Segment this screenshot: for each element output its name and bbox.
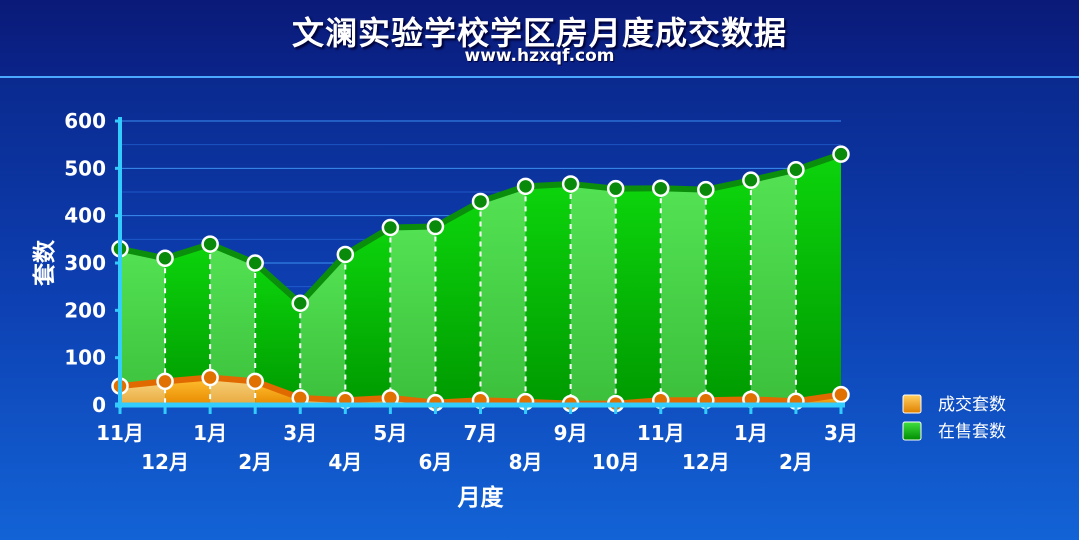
x-axis-title: 月度 [457, 484, 505, 511]
data-point-在售套数 [606, 179, 625, 198]
area-segment-在售套数 [705, 180, 751, 405]
x-tick-label: 3月 [283, 421, 317, 445]
x-tick-label: 10月 [592, 450, 640, 474]
data-point-在售套数 [291, 294, 309, 312]
area-segment-在售套数 [255, 263, 301, 405]
x-tick-label: 2月 [238, 450, 272, 474]
area-segment-在售套数 [390, 226, 436, 405]
legend-label: 成交套数 [938, 395, 1006, 415]
data-point-在售套数 [471, 192, 490, 211]
y-tick-label: 400 [64, 204, 106, 228]
area-segment-在售套数 [750, 169, 796, 405]
point-layer [111, 145, 850, 413]
legend-swatch [902, 394, 922, 414]
area-segment-在售套数 [120, 248, 166, 405]
axis-layer: 010020030040050060011月12月1月2月3月4月5月6月7月8… [32, 109, 858, 511]
area-segment-在售套数 [480, 186, 526, 405]
area-segment-在售套数 [435, 201, 481, 405]
y-tick-label: 600 [64, 109, 106, 133]
data-point-成交套数 [201, 368, 219, 387]
x-tick-label: 4月 [328, 450, 362, 474]
data-point-在售套数 [787, 161, 805, 179]
area-segment-成交套数 [210, 377, 256, 405]
area-segment-在售套数 [660, 188, 706, 405]
chart-title: 文澜实验学校学区房月度成交数据 [291, 14, 787, 52]
area-segment-在售套数 [795, 154, 841, 405]
x-tick-label: 2月 [779, 450, 813, 474]
y-tick-label: 100 [64, 346, 106, 370]
data-point-在售套数 [201, 235, 219, 253]
data-point-在售套数 [381, 218, 400, 237]
x-tick-label: 7月 [464, 421, 498, 445]
area-segment-在售套数 [165, 244, 211, 405]
x-tick-label: 9月 [554, 421, 588, 445]
data-point-在售套数 [652, 179, 670, 197]
data-point-在售套数 [561, 175, 580, 193]
data-point-在售套数 [336, 245, 355, 264]
x-tick-label: 12月 [682, 450, 730, 474]
x-tick-label: 3月 [824, 421, 858, 445]
x-tick-label: 12月 [141, 450, 189, 474]
y-tick-label: 300 [64, 251, 106, 275]
x-tick-label: 11月 [96, 421, 144, 445]
area-segment-在售套数 [570, 183, 616, 405]
data-point-在售套数 [156, 249, 174, 268]
data-point-成交套数 [156, 372, 174, 391]
data-point-在售套数 [426, 217, 445, 236]
area-layer [120, 154, 841, 405]
x-tick-label: 11月 [637, 421, 685, 445]
y-axis-title: 套数 [32, 239, 58, 286]
x-tick-label: 6月 [418, 450, 452, 474]
data-point-在售套数 [742, 171, 760, 189]
data-point-成交套数 [832, 385, 850, 404]
data-point-在售套数 [697, 180, 715, 199]
area-segment-在售套数 [210, 244, 256, 405]
x-tick-label: 1月 [734, 421, 768, 445]
legend-label: 在售套数 [938, 422, 1006, 442]
chart-subtitle: www.hzxqf.com [464, 46, 615, 66]
x-tick-label: 8月 [509, 450, 543, 474]
data-point-成交套数 [246, 372, 264, 391]
y-tick-label: 0 [92, 393, 106, 417]
y-tick-label: 200 [64, 298, 106, 322]
area-segment-在售套数 [525, 183, 571, 405]
legend-swatch [902, 421, 922, 441]
data-point-在售套数 [516, 177, 535, 196]
x-tick-label: 5月 [373, 421, 407, 445]
area-segment-在售套数 [615, 188, 661, 405]
area-segment-在售套数 [345, 227, 391, 405]
x-tick-label: 1月 [193, 421, 227, 445]
y-tick-label: 500 [64, 156, 106, 180]
data-point-在售套数 [246, 254, 264, 272]
data-point-在售套数 [832, 145, 850, 163]
area-segment-成交套数 [165, 377, 211, 405]
